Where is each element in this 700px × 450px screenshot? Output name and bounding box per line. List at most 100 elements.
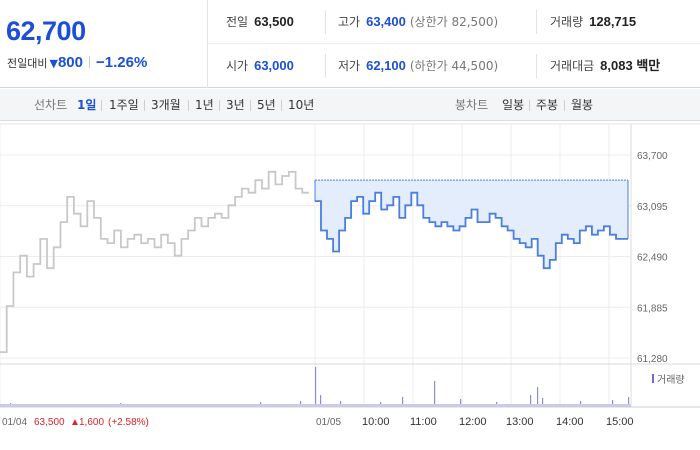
x-tick-label: 01/04 (2, 417, 27, 428)
y-tick-label: 61,885 (637, 303, 668, 314)
low-label: 저가 (338, 59, 361, 73)
candle-weekly[interactable]: 주봉 (536, 98, 559, 112)
up-arrow-icon: ▲ (70, 417, 80, 428)
period-3y[interactable]: 3년 (226, 98, 245, 112)
y-axis: 63,700 63,095 62,490 61,885 61,280 (637, 151, 668, 365)
volume-legend: 거래량 (652, 374, 685, 386)
period-bar: 선차트 1일 1주일 3개월 1년 3년 5년 10년 봉차트 일봉 주봉 월봉 (0, 89, 700, 121)
open-value: 63,000 (254, 58, 294, 73)
volume-bar (628, 397, 630, 407)
prev-change-value: 1,600 (79, 417, 104, 428)
divider (250, 100, 251, 111)
volume-bar (530, 395, 532, 407)
amount-cell: 거래대금 8,083 백만 (550, 44, 660, 88)
lower-limit: (하한가 44,500) (409, 59, 499, 73)
period-1d[interactable]: 1일 (77, 98, 97, 112)
x-tick-label: 12:00 (459, 416, 487, 428)
volume-cell: 거래량 128,715 (550, 0, 636, 44)
volume-label: 거래량 (550, 15, 584, 29)
volume-bar (402, 397, 404, 407)
volume-bar (320, 395, 322, 407)
period-1w[interactable]: 1주일 (109, 98, 139, 112)
prev-close-cell: 전일 63,500 (226, 0, 294, 44)
stat-row-2: 시가 63,000 저가 62,100 (하한가 44,500) 거래대금 8,083 … (208, 44, 700, 88)
y-tick-label: 62,490 (637, 253, 668, 264)
divider (219, 100, 220, 111)
divider (88, 56, 90, 68)
prev-close-readout: 63,500 ▲ 1,600 (+2.58%) (34, 417, 149, 428)
period-1y[interactable]: 1년 (195, 98, 214, 112)
candle-chart-label: 봉차트 (455, 98, 489, 112)
prev-close-value: 63,500 (254, 14, 294, 29)
open-label: 시가 (226, 59, 249, 73)
high-cell: 고가 63,400 (상한가 82,500) (338, 0, 498, 44)
divider (536, 54, 537, 78)
x-tick-label: 11:00 (410, 416, 437, 428)
high-label: 고가 (338, 15, 361, 29)
divider (101, 100, 102, 111)
prev-day-line (0, 170, 309, 353)
high-value: 63,400 (366, 14, 406, 29)
stock-summary: 62,700 전일대비 ▼800 −1.26% 전일 63,500 고가 63,400(… (0, 0, 700, 88)
current-price: 62,700 (6, 16, 86, 46)
y-tick-label: 63,095 (637, 202, 668, 213)
candle-monthly[interactable]: 월봉 (571, 98, 594, 112)
volume-bar (460, 399, 462, 407)
change-rate: −1.26% (95, 54, 148, 71)
volume-bar (537, 387, 539, 407)
low-cell: 저가 62,100 (하한가 44,500) (338, 44, 498, 88)
volume-baseline (0, 404, 631, 407)
period-3m[interactable]: 3개월 (151, 98, 181, 112)
today-line (315, 191, 628, 270)
divider (529, 100, 530, 111)
prev-close-label: 전일 (226, 15, 249, 29)
low-value: 62,100 (366, 58, 406, 73)
divider (536, 10, 537, 34)
volume-value: 128,715 (589, 14, 637, 29)
grid (0, 122, 700, 450)
x-tick-label: 14:00 (556, 416, 584, 428)
volume-legend-label: 거래량 (657, 374, 685, 386)
divider (188, 100, 189, 111)
stat-row-1: 전일 63,500 고가 63,400 (상한가 82,500) 거래량 128,715 (208, 0, 700, 44)
volume-legend-swatch (652, 374, 654, 383)
volume-panel: 거래량 (0, 367, 685, 407)
x-tick-label: 10:00 (362, 416, 390, 428)
divider (144, 100, 145, 111)
candle-daily[interactable]: 일봉 (502, 98, 525, 112)
today-series (315, 191, 628, 270)
stat-grid: 전일 63,500 고가 63,400 (상한가 82,500) 거래량 128,715… (208, 0, 700, 88)
x-axis: 01/04 01/05 10:00 11:00 12:00 13:00 14:00 15:00… (2, 416, 634, 428)
x-tick-label: 13:00 (506, 416, 534, 428)
price-chart[interactable]: 63,700 63,095 62,490 61,885 61,280 거래량 01/04… (0, 122, 700, 450)
amount-value: 8,083 백만 (600, 58, 661, 73)
chart-background (0, 122, 700, 450)
volume-bar (434, 381, 436, 407)
change-value: 800 (57, 54, 83, 71)
change-row: 전일대비 ▼800 −1.26% (7, 54, 147, 71)
amount-label: 거래대금 (550, 59, 595, 73)
period-10y[interactable]: 10년 (288, 98, 315, 112)
x-tick-label: 01/05 (316, 417, 341, 428)
divider (325, 10, 326, 34)
chart-canvas: 63,700 63,095 62,490 61,885 61,280 거래량 01/04… (0, 122, 700, 450)
line-chart-label: 선차트 (34, 98, 68, 112)
price-box: 62,700 전일대비 ▼800 −1.26% (0, 0, 208, 88)
volume-bar (612, 400, 614, 407)
open-cell: 시가 63,000 (226, 44, 294, 88)
y-tick-label: 63,700 (637, 151, 668, 162)
volume-bar (315, 367, 317, 407)
y-tick-label: 61,280 (637, 354, 668, 365)
prev-day-series (0, 170, 309, 353)
prev-change-rate: (+2.58%) (108, 417, 149, 428)
period-5y[interactable]: 5년 (257, 98, 276, 112)
prev-close-price: 63,500 (34, 417, 65, 428)
change-label: 전일대비 (7, 57, 48, 70)
divider (325, 54, 326, 78)
x-tick-label: 15:00 (606, 416, 634, 428)
upper-limit: (상한가 82,500) (409, 15, 499, 29)
divider (281, 100, 282, 111)
volume-bar (542, 398, 544, 407)
divider (564, 100, 565, 111)
down-arrow-icon: ▼ (49, 57, 58, 70)
